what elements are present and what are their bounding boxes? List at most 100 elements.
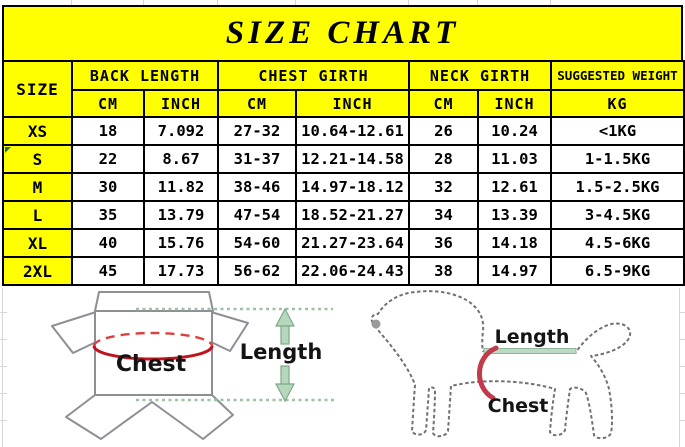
header-suggested-weight: SUGGESTED WEIGHT [550, 60, 685, 91]
header-neck-girth: NECK GIRTH [408, 60, 552, 91]
table-row: XL 40 15.76 54-60 21.27-23.64 36 14.18 4.5-6KG [2, 228, 685, 258]
table-cell: 8.67 [143, 144, 219, 174]
size-table-header: SIZE BACK LENGTH CHEST GIRTH NECK GIRTH … [2, 60, 685, 118]
table-cell: 18 [71, 116, 145, 146]
cell-corner-flag [5, 147, 11, 153]
unit-chest-inch: INCH [295, 89, 410, 118]
table-row: 2XL 45 17.73 56-62 22.06-24.43 38 14.97 6.5-9KG [2, 256, 685, 286]
header-unit-row: CM INCH CM INCH CM INCH KG [3, 89, 685, 118]
table-cell: 15.76 [143, 228, 219, 258]
gridline [295, 0, 296, 5]
header-back-length: BACK LENGTH [71, 60, 219, 91]
size-cell: M [2, 172, 73, 202]
table-cell: 10.64-12.61 [295, 116, 410, 146]
unit-neck-cm: CM [408, 89, 479, 118]
table-cell: 31-37 [217, 144, 297, 174]
table-cell: 14.18 [477, 228, 552, 258]
gridline [477, 0, 478, 5]
unit-neck-inch: INCH [477, 89, 552, 118]
table-cell: 17.73 [143, 256, 219, 286]
table-cell: 18.52-21.27 [295, 200, 410, 230]
table-row: L 35 13.79 47-54 18.52-21.27 34 13.39 3-4.5KG [2, 200, 685, 230]
gridline [550, 0, 551, 5]
table-cell: 11.82 [143, 172, 219, 202]
dog-length-label: Length [495, 326, 570, 348]
table-cell: 13.39 [477, 200, 552, 230]
unit-back-inch: INCH [143, 89, 219, 118]
table-cell: 13.79 [143, 200, 219, 230]
unit-chest-cm: CM [217, 89, 297, 118]
gridline [679, 339, 685, 340]
dog-measure-diagram: Length Chest [370, 290, 632, 440]
table-cell: 27-32 [217, 116, 297, 146]
table-cell: 38-46 [217, 172, 297, 202]
garment-left-sleeve [51, 311, 97, 354]
title-bar: SIZE CHART [2, 5, 683, 62]
gridline [679, 312, 685, 313]
gridline [217, 0, 218, 5]
unit-back-cm: CM [71, 89, 145, 118]
gridline [679, 420, 685, 421]
table-cell: 35 [71, 200, 145, 230]
dog-chest-arc [477, 345, 499, 401]
table-cell: 47-54 [217, 200, 297, 230]
gridline [0, 420, 7, 421]
table-cell: 56-62 [217, 256, 297, 286]
chest-ellipse-solid [92, 345, 214, 361]
gridline [679, 288, 680, 447]
page-title: SIZE CHART [225, 15, 460, 51]
size-cell: XL [2, 228, 73, 258]
table-cell: 34 [408, 200, 479, 230]
gridline [0, 339, 7, 340]
table-cell: 14.97 [477, 256, 552, 286]
table-cell: 3-4.5KG [550, 200, 685, 230]
table-cell: 36 [408, 228, 479, 258]
unit-weight-kg: KG [550, 89, 685, 118]
table-cell: 22.06-24.43 [295, 256, 410, 286]
gridline [679, 393, 685, 394]
table-cell: 45 [71, 256, 145, 286]
dog-chest-label: Chest [488, 395, 549, 417]
dog-nose-dot [371, 319, 381, 329]
size-table-body: XS 18 7.092 27-32 10.64-12.61 26 10.24 <1KG S 22 8… [2, 116, 685, 286]
gridline [679, 366, 685, 367]
table-cell: 10.24 [477, 116, 552, 146]
table-cell: <1KG [550, 116, 685, 146]
header-size: SIZE [2, 60, 73, 118]
table-cell: 32 [408, 172, 479, 202]
size-cell: S [2, 144, 73, 174]
table-cell: 12.61 [477, 172, 552, 202]
gridline [0, 312, 7, 313]
gridline [0, 393, 7, 394]
table-cell: 4.5-6KG [550, 228, 685, 258]
garment-neck [94, 291, 214, 312]
table-cell: 38 [408, 256, 479, 286]
table-cell: 11.03 [477, 144, 552, 174]
table-cell: 30 [71, 172, 145, 202]
size-cell: L [2, 200, 73, 230]
chest-ellipse-dashed [92, 331, 214, 347]
table-cell: 14.97-18.12 [295, 172, 410, 202]
gridline [408, 0, 409, 5]
gridline [2, 288, 3, 447]
garment-length-label: Length [240, 340, 323, 364]
garment-measure-diagram: Chest Length [51, 291, 334, 440]
table-cell: 1-1.5KG [550, 144, 685, 174]
size-cell: XS [2, 116, 73, 146]
table-row: S 22 8.67 31-37 12.21-14.58 28 11.03 1-1.5KG [2, 144, 685, 174]
table-row: XS 18 7.092 27-32 10.64-12.61 26 10.24 <1KG [2, 116, 685, 146]
table-cell: 21.27-23.64 [295, 228, 410, 258]
table-cell: 22 [71, 144, 145, 174]
table-cell: 40 [71, 228, 145, 258]
garment-chest-label: Chest [116, 352, 187, 377]
length-arrow [275, 307, 295, 403]
header-group-row: SIZE BACK LENGTH CHEST GIRTH NECK GIRTH … [2, 60, 685, 118]
table-cell: 26 [408, 116, 479, 146]
gridline [143, 0, 144, 5]
table-cell: 28 [408, 144, 479, 174]
table-cell: 54-60 [217, 228, 297, 258]
table-cell: 6.5-9KG [550, 256, 685, 286]
table-cell: 12.21-14.58 [295, 144, 410, 174]
table-cell: 1.5-2.5KG [550, 172, 685, 202]
